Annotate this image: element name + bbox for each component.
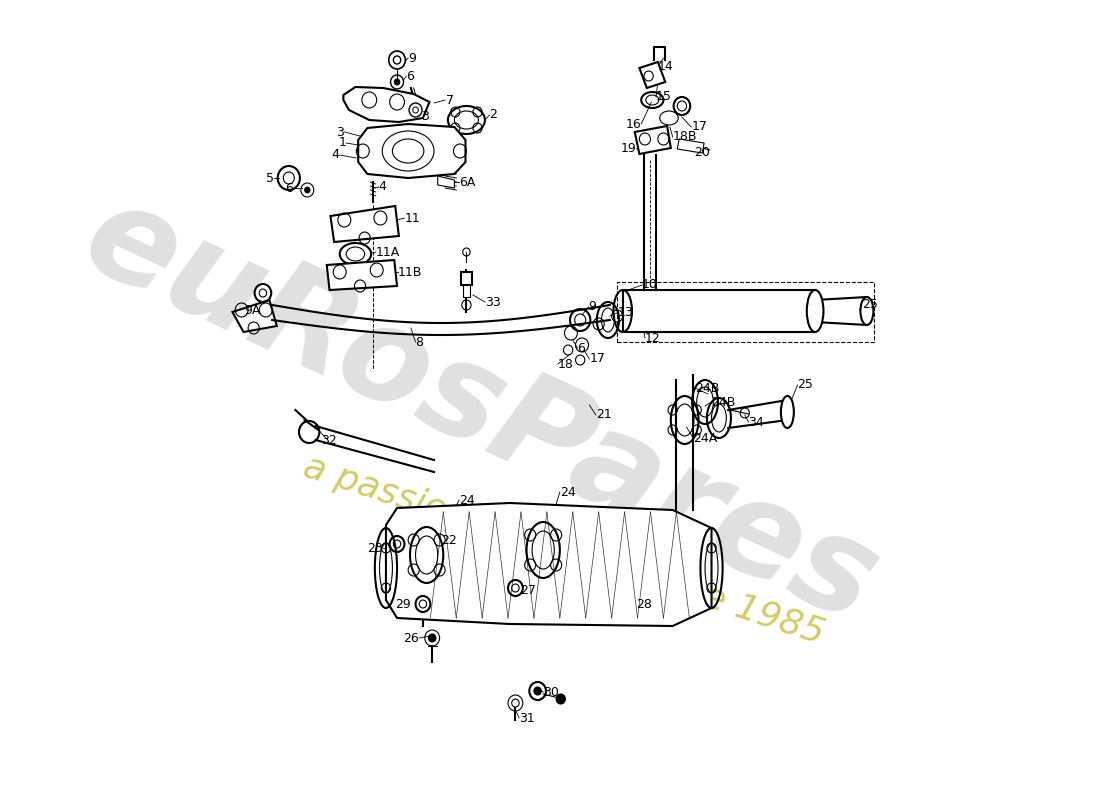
Text: 24B: 24B bbox=[695, 382, 719, 394]
Text: 6A: 6A bbox=[459, 175, 475, 189]
Text: 22: 22 bbox=[441, 534, 458, 546]
Text: 29: 29 bbox=[395, 598, 411, 610]
Polygon shape bbox=[463, 285, 470, 297]
Text: 9: 9 bbox=[588, 301, 596, 314]
Text: 5: 5 bbox=[266, 171, 274, 185]
Polygon shape bbox=[386, 503, 712, 626]
Text: 18: 18 bbox=[558, 358, 574, 370]
Text: 9: 9 bbox=[408, 51, 416, 65]
Text: 4: 4 bbox=[332, 149, 340, 162]
Text: 8: 8 bbox=[416, 335, 424, 349]
Polygon shape bbox=[343, 87, 429, 122]
Text: 15: 15 bbox=[656, 90, 672, 103]
Text: 20: 20 bbox=[694, 146, 710, 158]
Polygon shape bbox=[623, 290, 815, 332]
Polygon shape bbox=[438, 176, 454, 188]
Ellipse shape bbox=[860, 297, 873, 325]
Polygon shape bbox=[635, 126, 671, 154]
Circle shape bbox=[512, 699, 519, 707]
Text: 14: 14 bbox=[658, 61, 673, 74]
Text: 30: 30 bbox=[543, 686, 559, 698]
Text: 11B: 11B bbox=[398, 266, 422, 278]
Text: 25: 25 bbox=[862, 298, 878, 311]
Text: 24: 24 bbox=[459, 494, 475, 506]
Text: 11: 11 bbox=[405, 211, 420, 225]
Polygon shape bbox=[359, 124, 465, 178]
Circle shape bbox=[394, 79, 399, 85]
Text: 33: 33 bbox=[485, 295, 501, 309]
Text: 9A: 9A bbox=[244, 303, 261, 317]
Text: 32: 32 bbox=[321, 434, 337, 446]
Text: 27: 27 bbox=[520, 583, 536, 597]
Text: 6: 6 bbox=[578, 342, 585, 354]
Circle shape bbox=[678, 101, 686, 111]
Text: 13: 13 bbox=[617, 306, 632, 319]
Text: 34: 34 bbox=[748, 415, 764, 429]
Text: euRosPares: euRosPares bbox=[65, 171, 896, 649]
Text: 10: 10 bbox=[642, 278, 658, 291]
Text: 12: 12 bbox=[645, 331, 661, 345]
Text: 17: 17 bbox=[691, 121, 707, 134]
Text: 4: 4 bbox=[378, 181, 386, 194]
Polygon shape bbox=[461, 272, 472, 285]
Text: 23: 23 bbox=[367, 542, 383, 554]
Text: 31: 31 bbox=[519, 711, 535, 725]
Ellipse shape bbox=[781, 396, 794, 428]
Text: 24A: 24A bbox=[693, 431, 717, 445]
Text: 24B: 24B bbox=[712, 395, 736, 409]
Polygon shape bbox=[330, 206, 399, 242]
Text: 24: 24 bbox=[560, 486, 575, 498]
Polygon shape bbox=[678, 139, 704, 153]
Text: 25: 25 bbox=[798, 378, 813, 391]
Text: 3: 3 bbox=[421, 110, 429, 123]
Text: 28: 28 bbox=[636, 598, 651, 610]
Polygon shape bbox=[639, 62, 665, 88]
Circle shape bbox=[557, 694, 565, 704]
Text: 6: 6 bbox=[406, 70, 415, 82]
Text: 19: 19 bbox=[620, 142, 637, 155]
Text: 3: 3 bbox=[337, 126, 344, 138]
Circle shape bbox=[429, 634, 436, 642]
Text: 11A: 11A bbox=[376, 246, 400, 258]
Text: 2: 2 bbox=[490, 109, 497, 122]
Bar bbox=[617, 282, 874, 342]
Text: 18B: 18B bbox=[673, 130, 697, 143]
Circle shape bbox=[534, 687, 541, 695]
Text: 26: 26 bbox=[404, 631, 419, 645]
Text: a passion for parts since 1985: a passion for parts since 1985 bbox=[299, 450, 828, 650]
Circle shape bbox=[305, 187, 310, 193]
Polygon shape bbox=[327, 260, 397, 290]
Circle shape bbox=[394, 56, 400, 64]
Text: 16: 16 bbox=[626, 118, 641, 130]
Ellipse shape bbox=[806, 290, 824, 332]
Text: 6: 6 bbox=[286, 182, 294, 194]
Text: 7: 7 bbox=[447, 94, 454, 106]
Text: 21: 21 bbox=[596, 409, 612, 422]
Text: 1: 1 bbox=[339, 137, 346, 150]
Polygon shape bbox=[232, 300, 277, 332]
Text: 17: 17 bbox=[590, 353, 605, 366]
